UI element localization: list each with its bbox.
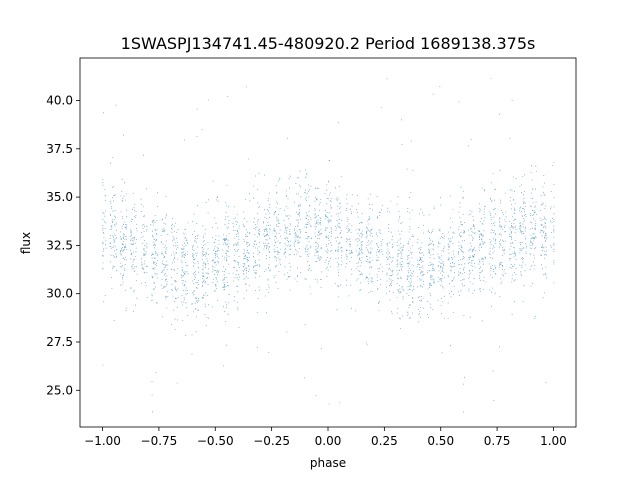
x-tick-label: 0.00 (315, 434, 342, 448)
x-tick-label: −1.00 (84, 434, 121, 448)
y-tick-label: 40.0 (46, 94, 73, 108)
y-axis-label: flux (19, 232, 33, 254)
y-tick-label: 27.5 (46, 335, 73, 349)
y-tick-label: 30.0 (46, 287, 73, 301)
x-tick-label: 0.75 (484, 434, 511, 448)
y-tick-label: 35.0 (46, 190, 73, 204)
plot-area (79, 57, 577, 428)
y-axis: 25.0 27.5 30.0 32.5 35.0 37.5 40.0 (46, 94, 80, 397)
chart-title: 1SWASPJ134741.45-480920.2 Period 1689138… (121, 34, 536, 53)
plot-background (80, 58, 576, 427)
x-tick-label: 1.00 (540, 434, 567, 448)
x-axis-label: phase (310, 456, 346, 470)
x-tick-label: −0.25 (253, 434, 290, 448)
y-tick-label: 25.0 (46, 383, 73, 397)
x-tick-label: −0.50 (197, 434, 234, 448)
x-tick-label: 0.25 (371, 434, 398, 448)
y-tick-label: 32.5 (46, 238, 73, 252)
y-tick-label: 37.5 (46, 142, 73, 156)
x-tick-label: 0.50 (427, 434, 454, 448)
x-axis: −1.00 −0.75 −0.50 −0.25 0.00 0.25 0.50 0.75 1.00 (84, 427, 567, 448)
x-tick-label: −0.75 (141, 434, 178, 448)
